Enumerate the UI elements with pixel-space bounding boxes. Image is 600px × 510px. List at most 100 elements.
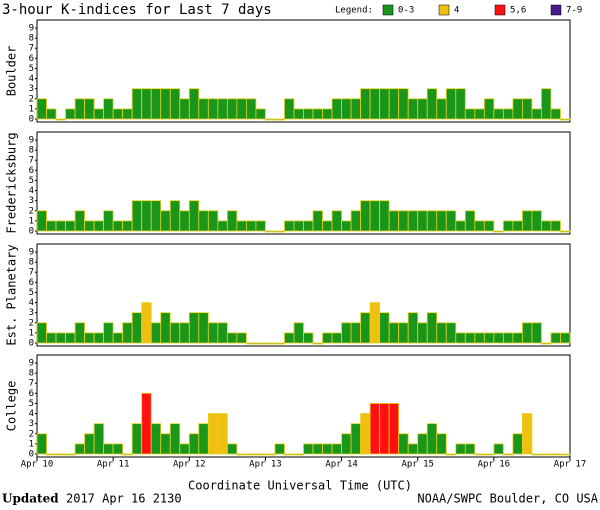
y-axis-label: College [5,381,19,432]
bar [493,443,504,455]
bar [65,220,76,232]
bar [464,210,476,232]
bar [131,88,143,120]
bar [474,453,485,456]
y-tick-label: 9 [29,24,34,34]
bar [36,210,47,232]
credit: NOAA/SWPC Boulder, CO USA [417,492,598,506]
y-tick-label: 2 [29,318,34,328]
bar [179,443,190,455]
bar [474,332,485,344]
bar [84,433,95,455]
bar [74,443,85,455]
bar [512,220,523,232]
legend-swatch [438,4,450,16]
bar [112,443,124,455]
bar [369,302,381,344]
bar [341,220,352,232]
bar [360,88,371,120]
bar [512,332,523,344]
bar [245,98,257,120]
bar [46,453,57,456]
x-tick-label: Apr 10 [21,460,54,470]
x-tick-label: Apr 17 [554,460,587,470]
y-tick-label: 3 [29,308,34,318]
bar [541,453,552,456]
bar [226,443,238,455]
bar [284,453,295,456]
y-tick-label: 9 [29,136,34,146]
bar [245,453,257,456]
bar [550,453,561,456]
y-tick-label: 5 [29,64,34,74]
bar [293,220,304,232]
y-axis-label: Fredericksburg [5,132,19,233]
bar [550,220,561,232]
bar [360,200,371,232]
bar [379,312,390,344]
bar [341,322,352,344]
bar [226,210,238,232]
bar [141,302,152,344]
bar [522,210,533,232]
bar [398,88,409,120]
bar [522,322,533,344]
panel-frame [36,354,571,458]
bar [179,210,190,232]
bar [474,220,485,232]
bar [150,200,162,232]
y-tick-label: 2 [29,94,34,104]
bar [483,98,495,120]
bar [103,443,114,455]
updated-time: 2017 Apr 16 2130 [66,492,182,506]
bar [84,220,95,232]
bar [303,332,314,344]
bar [426,88,438,120]
bar [483,332,495,344]
bar [274,342,285,345]
bar [274,443,285,455]
bar [541,220,552,232]
legend-entry: 7-9 [566,6,582,16]
x-tick-label: Apr 12 [173,460,206,470]
bar [312,210,323,232]
bar [217,413,228,455]
bar [207,98,219,120]
bar [131,200,143,232]
x-tick-label: Apr 13 [249,460,282,470]
bar [198,423,209,455]
bar [141,88,152,120]
bar [436,98,447,120]
bar [122,108,133,120]
y-tick-label: 8 [29,369,34,379]
bar [36,433,47,455]
bar [445,88,457,120]
bar [55,453,66,456]
bar [284,332,295,344]
bar [360,312,371,344]
bar [255,453,266,456]
y-tick-label: 9 [29,359,34,369]
bar [531,322,542,344]
x-tick-label: Apr 16 [478,460,511,470]
bar [179,322,190,344]
bar [103,322,114,344]
bar [312,108,323,120]
bar [265,118,276,121]
bar [341,433,352,455]
bar [531,210,542,232]
y-tick-label: 1 [29,216,34,226]
legend-entry: 4 [454,6,459,16]
bar [502,453,514,456]
bar [236,98,247,120]
bar [245,220,257,232]
bar [274,230,285,233]
bar [122,322,133,344]
bar [150,88,162,120]
bar [169,200,181,232]
bar [379,403,390,455]
bar [74,210,85,232]
bar [265,230,276,233]
bar [474,108,485,120]
